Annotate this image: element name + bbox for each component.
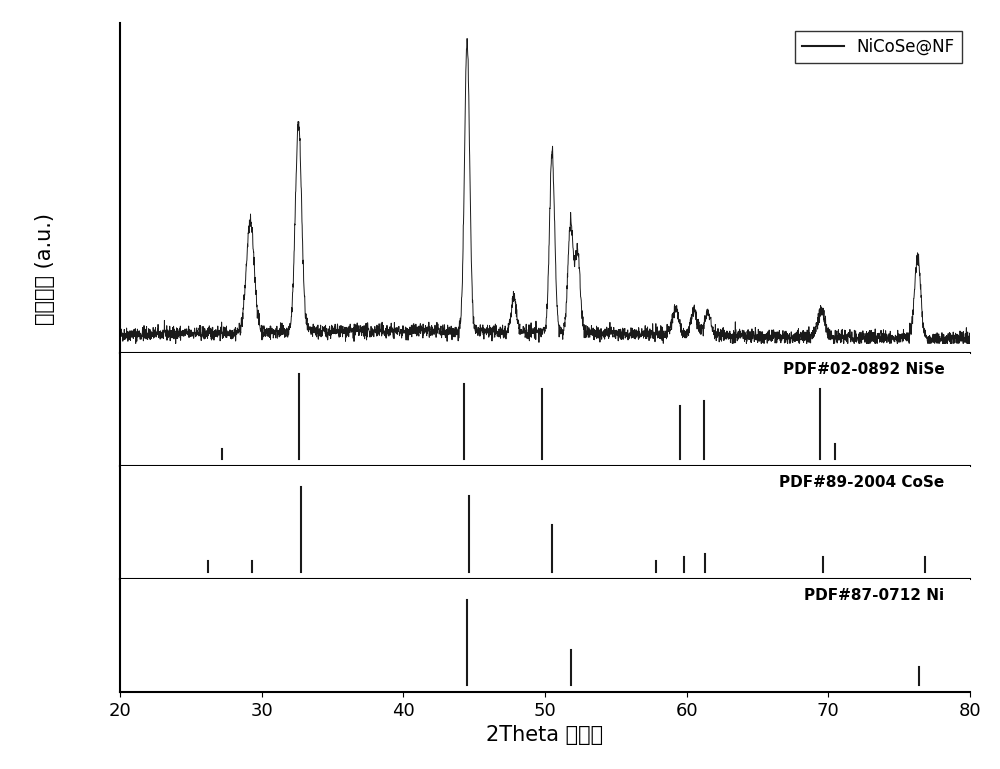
Legend: NiCoSe@NF: NiCoSe@NF xyxy=(795,32,962,63)
Text: PDF#89-2004 CoSe: PDF#89-2004 CoSe xyxy=(779,475,944,490)
X-axis label: 2Theta （度）: 2Theta （度） xyxy=(486,725,604,745)
Text: 相对强度 (a.u.): 相对强度 (a.u.) xyxy=(35,213,55,325)
Text: PDF#87-0712 Ni: PDF#87-0712 Ni xyxy=(804,588,944,603)
Text: PDF#02-0892 NiSe: PDF#02-0892 NiSe xyxy=(783,362,944,377)
